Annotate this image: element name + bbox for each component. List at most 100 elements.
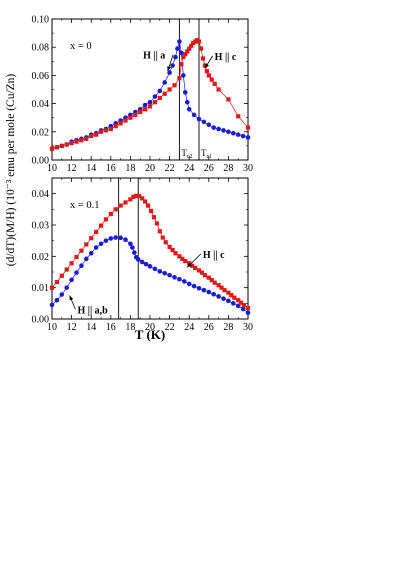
data-point xyxy=(151,215,157,220)
data-point xyxy=(118,121,123,126)
data-point xyxy=(162,91,167,96)
data-point xyxy=(145,203,151,208)
data-point xyxy=(226,97,231,102)
data-point xyxy=(216,126,221,132)
y-tick-label: 0.04 xyxy=(32,99,50,110)
data-point xyxy=(74,254,79,260)
data-point xyxy=(98,241,104,247)
x-tick-label: 22 xyxy=(165,322,175,333)
data-point xyxy=(54,297,60,303)
x-tick-label: 12 xyxy=(67,163,77,174)
data-point xyxy=(206,289,212,295)
data-point xyxy=(170,63,175,68)
data-point xyxy=(202,63,207,68)
data-point xyxy=(206,275,211,280)
data-point xyxy=(192,265,198,271)
data-point xyxy=(133,112,138,117)
data-point xyxy=(163,240,168,245)
data-point xyxy=(138,109,143,115)
data-point xyxy=(209,278,214,283)
data-point xyxy=(179,50,184,56)
data-point xyxy=(173,251,178,256)
data-point xyxy=(84,242,89,247)
x-tick-label: 12 xyxy=(67,322,77,333)
data-point xyxy=(222,288,227,293)
y-tick-label: 0.02 xyxy=(32,252,50,263)
data-point xyxy=(59,292,65,297)
data-point xyxy=(240,133,246,139)
x-tick-label: 28 xyxy=(223,322,233,333)
data-point xyxy=(79,138,84,143)
data-point xyxy=(231,301,236,306)
data-point xyxy=(191,112,197,118)
series-line xyxy=(51,41,249,150)
x-tick-label: 26 xyxy=(204,163,214,174)
data-point xyxy=(148,208,154,213)
data-point xyxy=(113,207,118,212)
data-point xyxy=(134,193,139,198)
data-point xyxy=(181,54,186,60)
series-label: H || c xyxy=(215,52,237,63)
data-point xyxy=(236,298,241,303)
data-point xyxy=(160,235,165,240)
data-point xyxy=(183,52,188,57)
x-tick-label: 30 xyxy=(243,163,253,174)
data-point xyxy=(196,39,202,44)
data-point xyxy=(167,244,172,250)
data-point xyxy=(108,236,114,241)
data-point xyxy=(189,43,194,48)
data-point xyxy=(74,139,79,144)
data-point xyxy=(103,128,108,133)
x-tick-label: 22 xyxy=(165,163,175,174)
data-point xyxy=(219,285,224,290)
series-label: H || a,b xyxy=(77,305,108,316)
y-tick-label: 0.02 xyxy=(32,127,50,138)
data-point xyxy=(245,135,251,140)
y-tick-label: 0.03 xyxy=(32,221,50,232)
x-tick-label: 30 xyxy=(243,322,253,333)
x-tick-label: 14 xyxy=(86,163,96,174)
data-point xyxy=(180,256,185,261)
data-point xyxy=(118,235,123,241)
data-point xyxy=(179,62,184,67)
data-point xyxy=(162,80,167,85)
data-point xyxy=(89,236,94,241)
data-point xyxy=(177,276,182,282)
data-point xyxy=(69,140,74,146)
data-point xyxy=(74,270,79,275)
data-point xyxy=(177,39,182,44)
series-arrowhead xyxy=(69,295,74,301)
data-point xyxy=(236,114,241,119)
data-point xyxy=(49,146,55,151)
data-point xyxy=(152,94,158,99)
data-point xyxy=(128,115,133,120)
data-point xyxy=(93,245,99,250)
data-point xyxy=(94,229,99,234)
data-point xyxy=(157,88,163,94)
data-point xyxy=(196,268,202,273)
data-point xyxy=(202,273,207,278)
data-point xyxy=(196,116,202,122)
data-point xyxy=(123,237,128,243)
data-point xyxy=(113,124,118,129)
y-tick-label: 0.08 xyxy=(32,43,50,54)
data-point xyxy=(132,250,137,255)
data-point xyxy=(118,203,123,208)
data-point xyxy=(229,293,234,298)
data-point xyxy=(94,132,99,137)
data-point xyxy=(239,300,244,305)
data-point xyxy=(49,302,55,308)
data-point xyxy=(113,235,118,240)
y-tick-label: 0.04 xyxy=(32,189,50,200)
data-point xyxy=(143,261,149,267)
data-point xyxy=(241,303,247,308)
data-point xyxy=(157,229,162,234)
x-tick-label: 20 xyxy=(145,163,155,174)
data-point xyxy=(64,267,69,272)
data-point xyxy=(143,107,148,112)
x-tick-label: 14 xyxy=(86,322,96,333)
data-point xyxy=(98,223,104,228)
data-point xyxy=(69,261,74,266)
data-point xyxy=(200,56,206,61)
